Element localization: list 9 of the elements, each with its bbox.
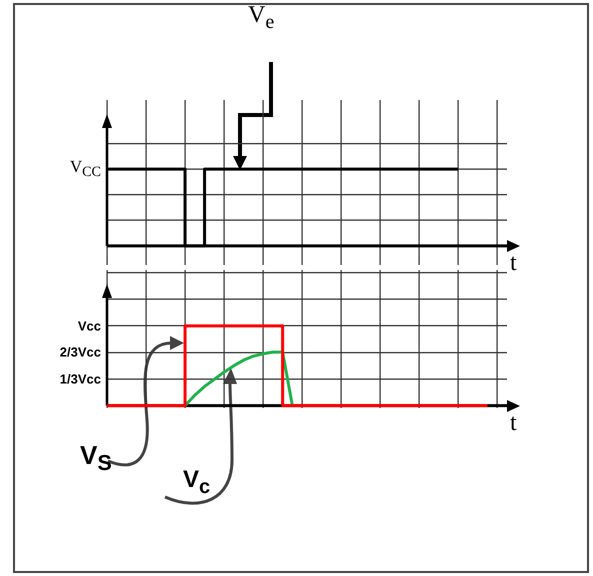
text: 1/3Vcc [60, 372, 101, 387]
x-axis-title: t [510, 250, 517, 277]
series-label: V$_{S}$ [80, 440, 112, 476]
text: Vcc [78, 318, 101, 334]
x-axis-title: t [510, 410, 517, 437]
text: 2/3Vcc [60, 344, 101, 360]
text: V$_{c}$ [183, 466, 210, 499]
text: V$_{CC}$ [70, 156, 101, 182]
text: V$_{e}$ [248, 2, 274, 34]
